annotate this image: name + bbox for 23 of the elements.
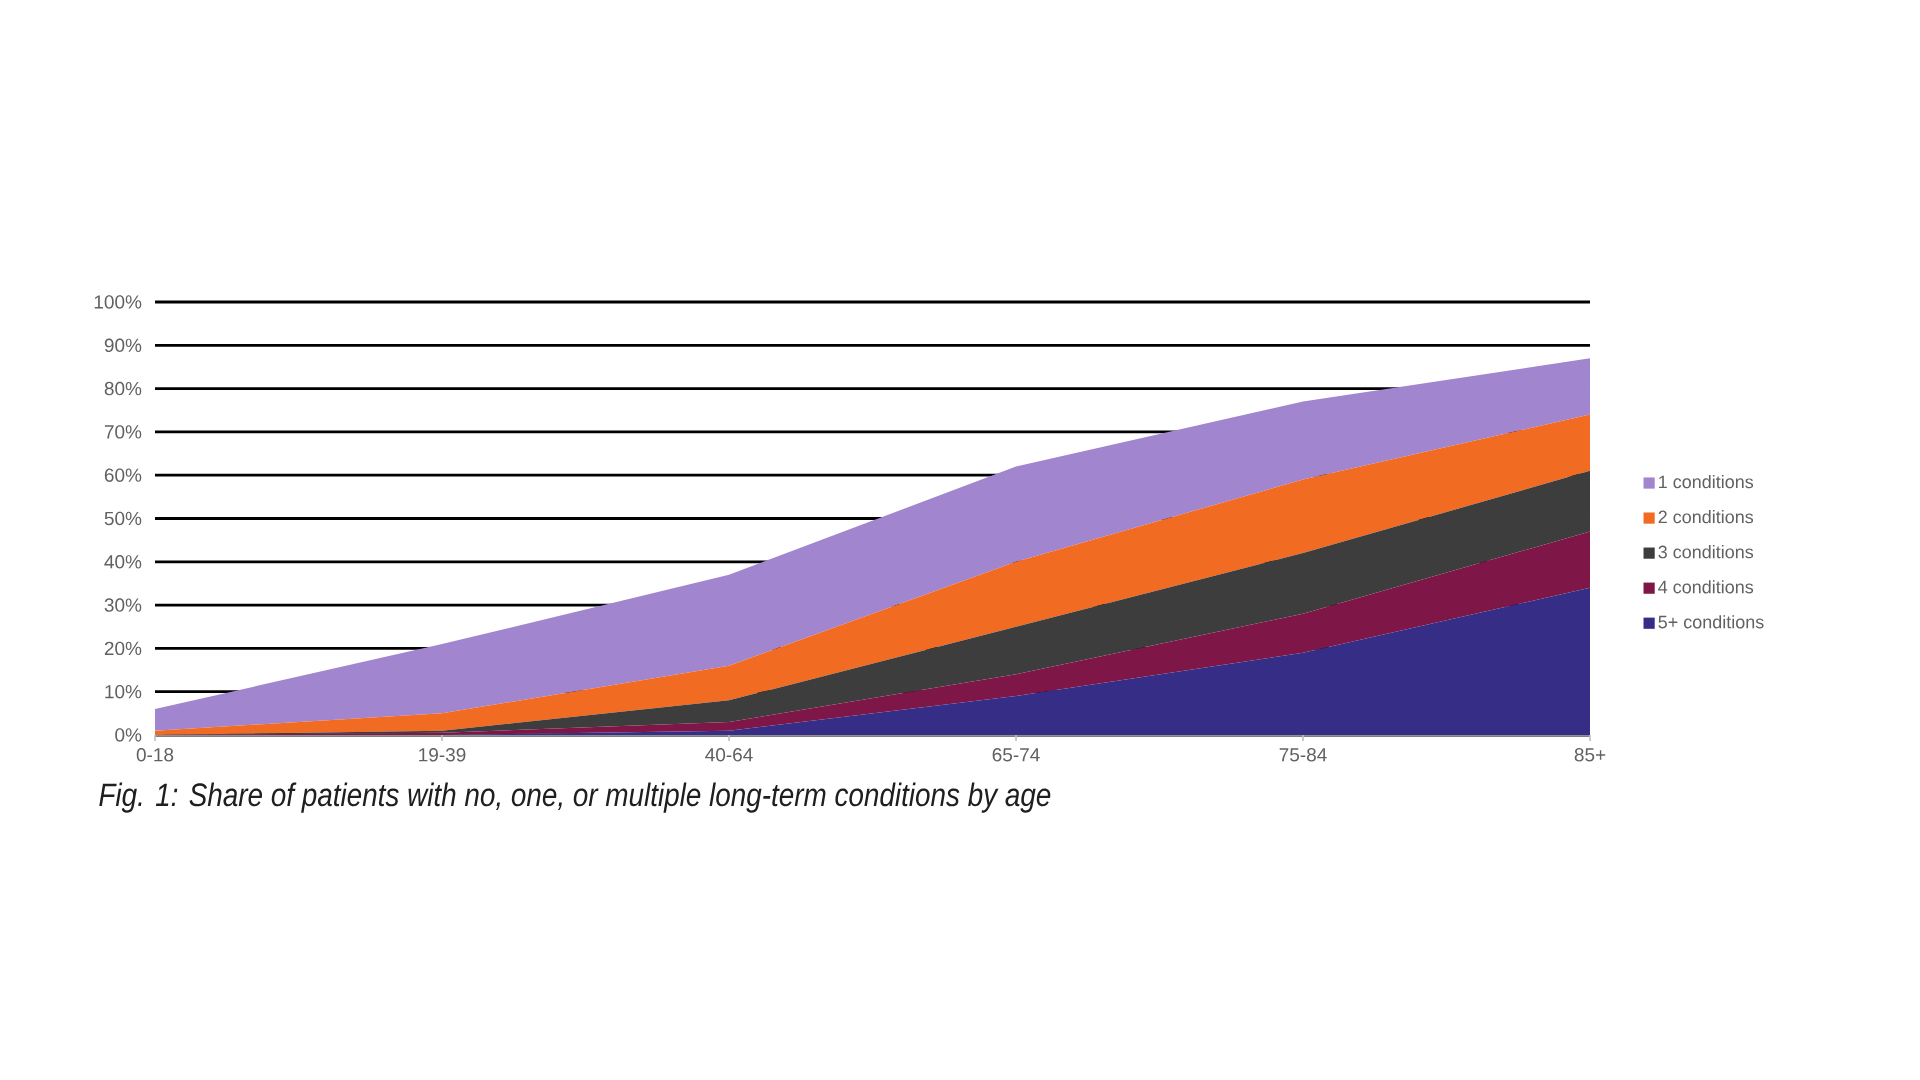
y-tick-label: 60% bbox=[104, 468, 142, 482]
legend-label: 5+ conditions bbox=[1658, 615, 1764, 629]
y-tick-label: 40% bbox=[104, 555, 142, 569]
y-tick-label: 100% bbox=[94, 295, 142, 309]
legend-label: 2 conditions bbox=[1658, 510, 1754, 524]
y-tick-label: 70% bbox=[104, 425, 142, 439]
x-tick-label: 85+ bbox=[1574, 748, 1606, 762]
x-tick-label: 19-39 bbox=[419, 748, 466, 762]
y-tick-label: 20% bbox=[104, 641, 142, 656]
y-tick-label: 80% bbox=[104, 381, 142, 396]
legend-label: 1 conditions bbox=[1659, 475, 1754, 489]
y-tick-label: 10% bbox=[105, 684, 142, 699]
y-tick-label: 50% bbox=[104, 511, 142, 526]
x-tick-label: 65-74 bbox=[992, 748, 1040, 762]
legend-label: 4 conditions bbox=[1658, 580, 1754, 594]
legend-label: 3 conditions bbox=[1658, 545, 1754, 559]
x-tick-label: 40-64 bbox=[705, 748, 753, 762]
caption: Fig. 1: Share of patients with no, one, or multiple long-term conditions by age bbox=[99, 782, 1051, 813]
x-tick-label: 0-18 bbox=[136, 748, 174, 762]
x-tick-label: 75-84 bbox=[1279, 748, 1327, 762]
y-tick-label: 30% bbox=[104, 598, 142, 612]
y-tick-label: 0% bbox=[115, 728, 142, 742]
y-tick-label: 90% bbox=[104, 338, 142, 353]
